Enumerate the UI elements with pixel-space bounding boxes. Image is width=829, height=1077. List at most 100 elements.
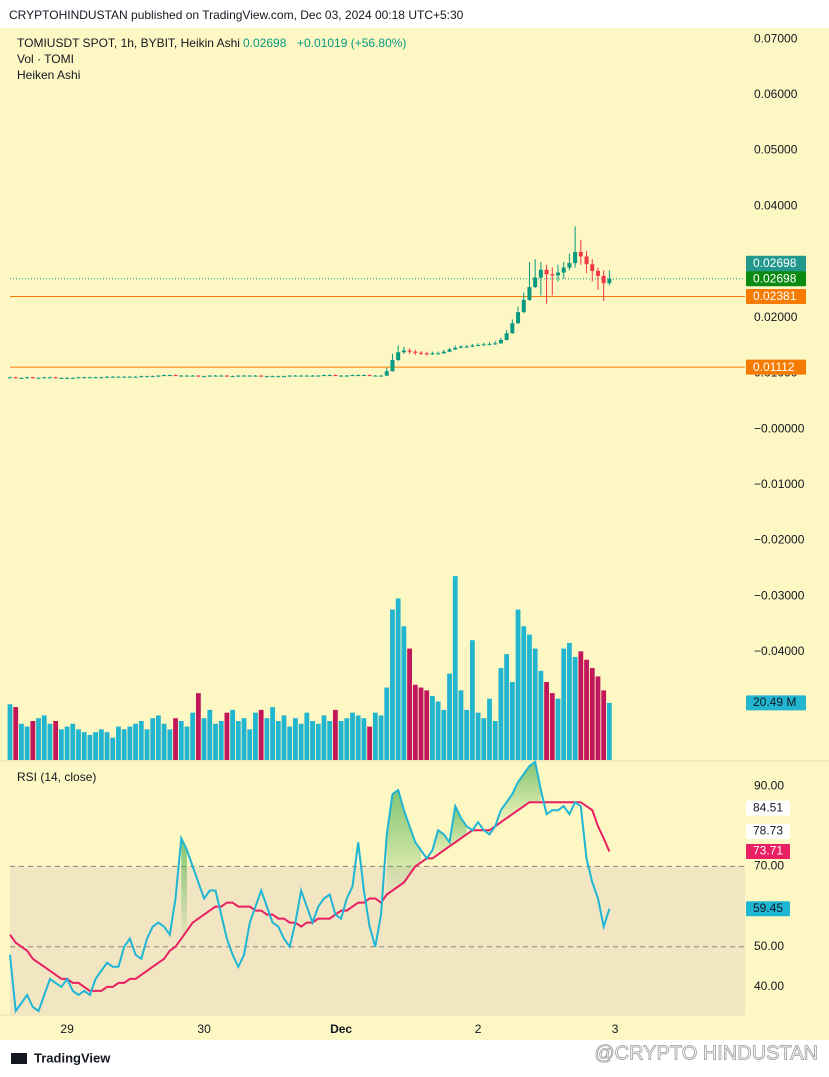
candle-body <box>516 312 521 324</box>
volume-bar <box>70 723 76 760</box>
rsi-line <box>9 760 611 1014</box>
rsi-marker-label: 73.71 <box>753 844 783 858</box>
y-tick-label: −0.01000 <box>754 477 805 491</box>
candle-body <box>527 287 532 300</box>
volume-bar <box>30 721 36 760</box>
candle-body <box>538 269 543 278</box>
volume-bar <box>93 732 99 760</box>
volume-bar <box>464 709 470 760</box>
volume-bar <box>441 709 447 760</box>
candle-body <box>236 375 241 377</box>
publisher: CRYPTOHINDUSTAN published on TradingView… <box>9 8 464 22</box>
volume-bar <box>549 693 555 760</box>
candle-body <box>82 377 87 379</box>
candle-body <box>384 371 389 376</box>
volume-bar <box>224 712 230 760</box>
candle-body <box>470 345 475 347</box>
rsi-band <box>10 866 745 1015</box>
volume-bar <box>395 598 401 760</box>
candle-body <box>607 278 612 284</box>
candle-body <box>481 344 486 346</box>
y-tick-label: 0.02000 <box>754 310 798 324</box>
candle-body <box>173 375 178 377</box>
volume-bar <box>173 718 178 760</box>
candle-body <box>25 377 30 379</box>
volume-bar <box>253 712 258 760</box>
legend-change: +0.01019 (+56.80%) <box>297 36 406 50</box>
candle-body <box>224 375 229 377</box>
volume-bar <box>321 715 327 760</box>
volume-bar <box>555 698 561 760</box>
volume-bar <box>589 668 595 760</box>
x-tick-label: Dec <box>330 1022 352 1036</box>
candle-body <box>47 377 52 379</box>
candle-body <box>379 375 384 377</box>
volume-bar <box>561 648 567 760</box>
volume-marker <box>746 695 806 711</box>
candle-body <box>504 333 509 340</box>
volume-bar <box>344 718 350 760</box>
candle-body <box>167 375 172 377</box>
price-marker <box>746 288 806 304</box>
candle-body <box>350 375 355 377</box>
volume-bar <box>378 715 384 760</box>
volume-bar <box>13 707 19 760</box>
candle-body <box>293 375 298 377</box>
volume-bar <box>270 707 275 760</box>
volume-bar <box>47 723 53 760</box>
candle-body <box>561 267 566 273</box>
candle-body <box>567 263 572 268</box>
volume-bar <box>81 732 87 760</box>
candle-body <box>8 377 12 379</box>
volume-bar <box>87 734 93 760</box>
volume-bar <box>304 712 310 760</box>
legend-price: 0.02698 <box>243 36 287 50</box>
rsi-marker <box>746 800 790 816</box>
volume-bar <box>310 721 315 760</box>
volume-bar <box>138 721 144 760</box>
volume-bar <box>430 695 435 760</box>
candle-body <box>464 346 469 348</box>
price-marker-label: 0.02698 <box>753 271 797 285</box>
candle-body <box>184 375 189 377</box>
candle-body <box>36 377 41 379</box>
candle-body <box>458 346 463 348</box>
volume-bar <box>104 732 110 760</box>
rsi-title: RSI (14, close) <box>17 770 96 784</box>
y-tick-label: 90.00 <box>754 778 784 792</box>
volume-bar <box>195 693 201 760</box>
candle-body <box>407 350 412 352</box>
candle-body <box>321 375 326 377</box>
volume-bar <box>298 723 304 760</box>
rsi-marker-label: 84.51 <box>753 800 783 814</box>
candle-body <box>401 350 406 353</box>
volume-bar <box>76 729 81 760</box>
volume-bar <box>401 626 407 760</box>
volume-bar <box>207 709 213 760</box>
volume-bar <box>567 643 572 760</box>
candle-body <box>127 376 132 378</box>
volume-bar <box>156 715 161 760</box>
volume-bar <box>504 654 510 760</box>
candle-body <box>65 377 70 379</box>
price-marker-label: 0.02381 <box>753 289 797 303</box>
volume-bar <box>201 718 207 760</box>
candle-body <box>498 339 503 344</box>
candle-body <box>367 375 372 377</box>
candle-body <box>339 375 344 377</box>
volume-bar <box>390 609 395 760</box>
volume-bar <box>144 729 150 760</box>
volume-bar <box>601 690 607 760</box>
volume-bar <box>327 721 333 760</box>
candle-body <box>333 375 338 377</box>
candle-body <box>230 376 235 378</box>
candle-body <box>304 375 309 377</box>
volume-bar <box>218 721 224 760</box>
rsi-marker <box>746 844 790 860</box>
volume-bar <box>293 718 298 760</box>
candle-body <box>87 377 92 379</box>
volume-bar <box>469 640 475 760</box>
x-tick-label: 3 <box>612 1022 619 1036</box>
